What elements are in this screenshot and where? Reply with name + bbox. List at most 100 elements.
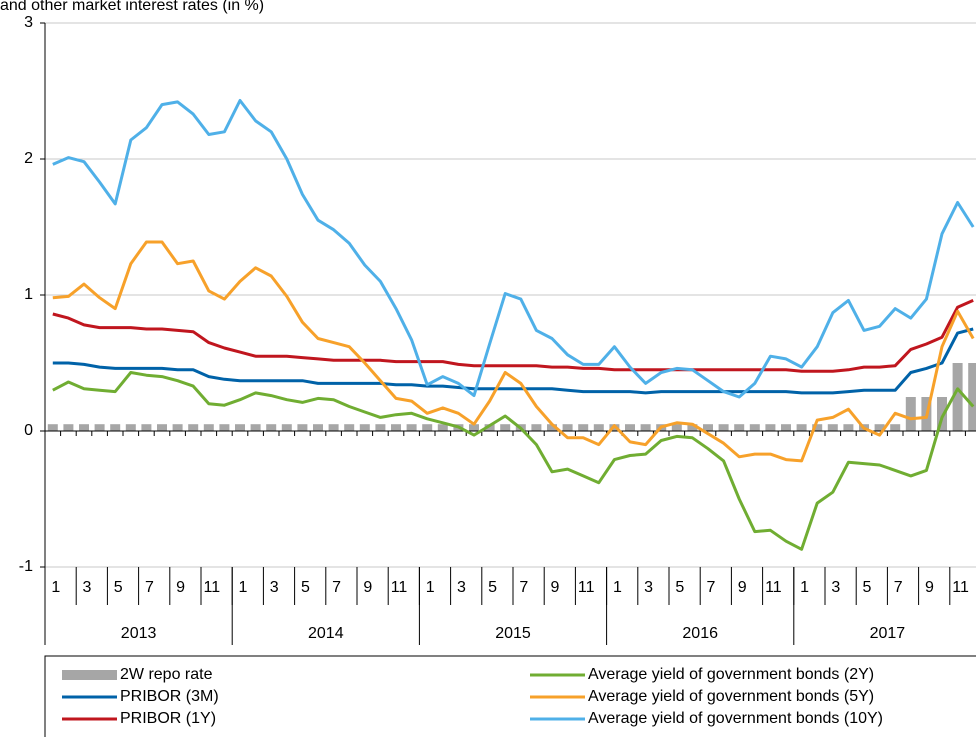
x-tick-label: 11	[203, 579, 220, 596]
series-line	[52, 327, 974, 395]
bar	[235, 424, 245, 431]
bar	[796, 424, 807, 431]
bar	[781, 424, 791, 431]
x-tick-label: 7	[145, 579, 154, 596]
bar	[172, 424, 183, 431]
bar	[219, 424, 230, 431]
series-line	[52, 299, 974, 373]
bar	[63, 424, 74, 431]
bar	[203, 424, 214, 431]
x-tick-label: 1	[239, 579, 248, 596]
year-label: 2015	[495, 625, 531, 642]
x-tick-label: 9	[363, 579, 372, 596]
series-line	[52, 240, 975, 463]
bar	[749, 424, 760, 431]
bar	[266, 424, 277, 431]
bar	[94, 424, 105, 431]
bar	[531, 424, 542, 431]
y-tick-label: -1	[19, 558, 33, 575]
legend-label: PRIBOR (3M)	[120, 688, 219, 705]
x-tick-label: 3	[831, 579, 840, 596]
legend-label: 2W repo rate	[120, 666, 213, 683]
y-tick-label: 1	[24, 286, 33, 303]
x-tick-label: 3	[457, 579, 466, 596]
bar	[437, 424, 448, 431]
bar	[765, 424, 776, 431]
legend-label: Average yield of government bonds (10Y)	[588, 710, 883, 727]
bar	[359, 424, 370, 431]
bar	[47, 424, 58, 431]
x-tick-label: 5	[114, 579, 123, 596]
bar	[328, 424, 339, 431]
bar	[391, 424, 401, 431]
chart-title: and other market interest rates (in %)	[0, 0, 264, 14]
x-tick-label: 1	[51, 579, 60, 596]
x-tick-label: 11	[391, 579, 408, 596]
bar	[874, 424, 885, 431]
bar	[313, 424, 323, 431]
legend-box	[44, 655, 976, 737]
x-tick-label: 7	[894, 579, 903, 596]
bar	[344, 424, 355, 431]
bar	[547, 424, 557, 431]
y-tick-label: 2	[24, 150, 33, 167]
legend-label: Average yield of government bonds (2Y)	[588, 666, 874, 683]
year-label: 2016	[682, 625, 718, 642]
bar	[937, 397, 947, 431]
x-tick-label: 5	[863, 579, 872, 596]
bar	[250, 424, 261, 431]
x-tick-label: 11	[578, 579, 595, 596]
bar	[500, 424, 511, 431]
series-line	[52, 99, 975, 399]
bar	[625, 424, 635, 431]
x-tick-label: 3	[644, 579, 653, 596]
bar	[640, 424, 651, 431]
legend-label: Average yield of government bonds (5Y)	[588, 688, 874, 705]
x-tick-label: 3	[83, 579, 92, 596]
bar	[297, 424, 308, 431]
bar	[469, 424, 479, 431]
bar	[734, 424, 745, 431]
bar	[890, 424, 901, 431]
x-tick-label: 5	[675, 579, 684, 596]
x-tick-label: 5	[301, 579, 310, 596]
bar	[406, 424, 417, 431]
bar	[703, 424, 713, 431]
x-tick-label: 5	[488, 579, 497, 596]
y-tick-label: 0	[24, 422, 33, 439]
x-tick-label: 7	[707, 579, 716, 596]
bar	[484, 424, 495, 431]
x-tick-label: 9	[551, 579, 560, 596]
bar	[718, 424, 729, 431]
bar	[827, 424, 838, 431]
x-tick-label: 9	[925, 579, 934, 596]
bar	[562, 424, 573, 431]
x-tick-label: 7	[332, 579, 341, 596]
bar	[671, 424, 682, 431]
legend-label: PRIBOR (1Y)	[120, 710, 216, 727]
year-label: 2017	[870, 625, 906, 642]
y-tick-label: 3	[24, 14, 33, 31]
bar	[281, 424, 292, 431]
bar	[110, 424, 121, 431]
bar	[843, 424, 854, 431]
x-tick-label: 3	[270, 579, 279, 596]
bar	[157, 424, 167, 431]
bar	[141, 424, 152, 431]
x-tick-label: 7	[519, 579, 528, 596]
bar	[188, 424, 199, 431]
bar	[422, 424, 433, 431]
bar	[375, 424, 386, 431]
x-tick-label: 11	[952, 579, 969, 596]
x-tick-label: 1	[426, 579, 435, 596]
bar	[952, 363, 963, 431]
legend-swatch	[62, 670, 117, 680]
bar	[593, 424, 604, 431]
bar	[687, 424, 698, 431]
x-tick-label: 9	[738, 579, 747, 596]
bar	[125, 424, 136, 431]
year-label: 2013	[121, 625, 157, 642]
bar	[812, 424, 823, 431]
bar	[905, 397, 916, 431]
